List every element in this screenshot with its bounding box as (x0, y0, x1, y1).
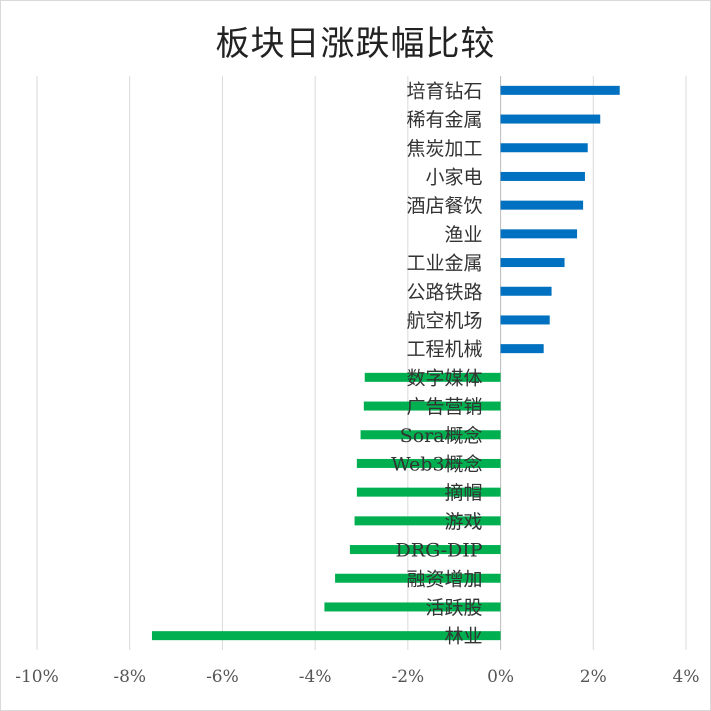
category-label-6: 工业金属 (407, 253, 483, 275)
bar-12 (360, 430, 501, 440)
bar-6 (500, 258, 565, 268)
bar-17 (335, 573, 501, 583)
bar-2 (500, 143, 588, 153)
category-label-14: 摘帽 (445, 482, 483, 504)
x-tick-label-1: -8% (113, 667, 146, 687)
x-tick-label-4: -2% (391, 667, 424, 687)
x-tick-label-7: 4% (673, 667, 700, 687)
bar-0 (500, 85, 620, 95)
x-tick-label-6: 2% (580, 667, 607, 687)
bar-4 (500, 200, 584, 210)
category-label-0: 培育钻石 (407, 80, 483, 102)
category-label-7: 公路铁路 (407, 281, 483, 303)
category-label-2: 焦炭加工 (407, 138, 483, 160)
x-tick-labels: -10% -8% -6% -4% -2% 0% 2% 4% (15, 667, 699, 687)
bar-19 (151, 631, 501, 641)
category-label-16: DRG-DIP (396, 540, 483, 562)
category-label-10: 数字媒体 (407, 367, 483, 389)
bar-14 (356, 487, 501, 497)
x-tick-label-5: 0% (487, 667, 514, 687)
x-tick-label-2: -6% (206, 667, 239, 687)
bar-15 (354, 516, 501, 526)
bars (151, 85, 620, 641)
category-label-12: Sora概念 (400, 424, 483, 447)
category-label-5: 渔业 (445, 224, 483, 246)
bar-1 (500, 114, 601, 124)
bar-18 (324, 602, 501, 612)
category-label-19: 林业 (445, 626, 483, 648)
chart-title: 板块日涨跌幅比较 (215, 24, 496, 64)
category-label-18: 活跃股 (426, 597, 483, 619)
category-label-3: 小家电 (426, 166, 483, 188)
x-tick-label-0: -10% (15, 667, 59, 687)
category-label-4: 酒店餐饮 (407, 195, 483, 217)
bar-7 (500, 286, 552, 296)
bar-10 (364, 372, 501, 382)
gridlines (36, 76, 687, 650)
category-labels: 培育钻石稀有金属焦炭加工小家电酒店餐饮渔业工业金属公路铁路航空机场工程机械数字媒… (391, 80, 483, 647)
category-label-11: 广告营销 (407, 396, 483, 418)
category-label-9: 工程机械 (407, 339, 483, 361)
bar-3 (500, 171, 585, 181)
bar-11 (363, 401, 501, 411)
bar-9 (500, 344, 544, 354)
x-tick-label-3: -4% (299, 667, 332, 687)
category-label-15: 游戏 (445, 511, 483, 533)
category-label-8: 航空机场 (407, 310, 483, 332)
bar-13 (356, 458, 501, 468)
category-label-13: Web3概念 (391, 452, 482, 475)
bar-5 (500, 229, 578, 239)
category-label-17: 融资增加 (407, 568, 483, 590)
bar-16 (349, 545, 501, 555)
category-label-1: 稀有金属 (407, 109, 483, 131)
bar-8 (500, 315, 550, 325)
